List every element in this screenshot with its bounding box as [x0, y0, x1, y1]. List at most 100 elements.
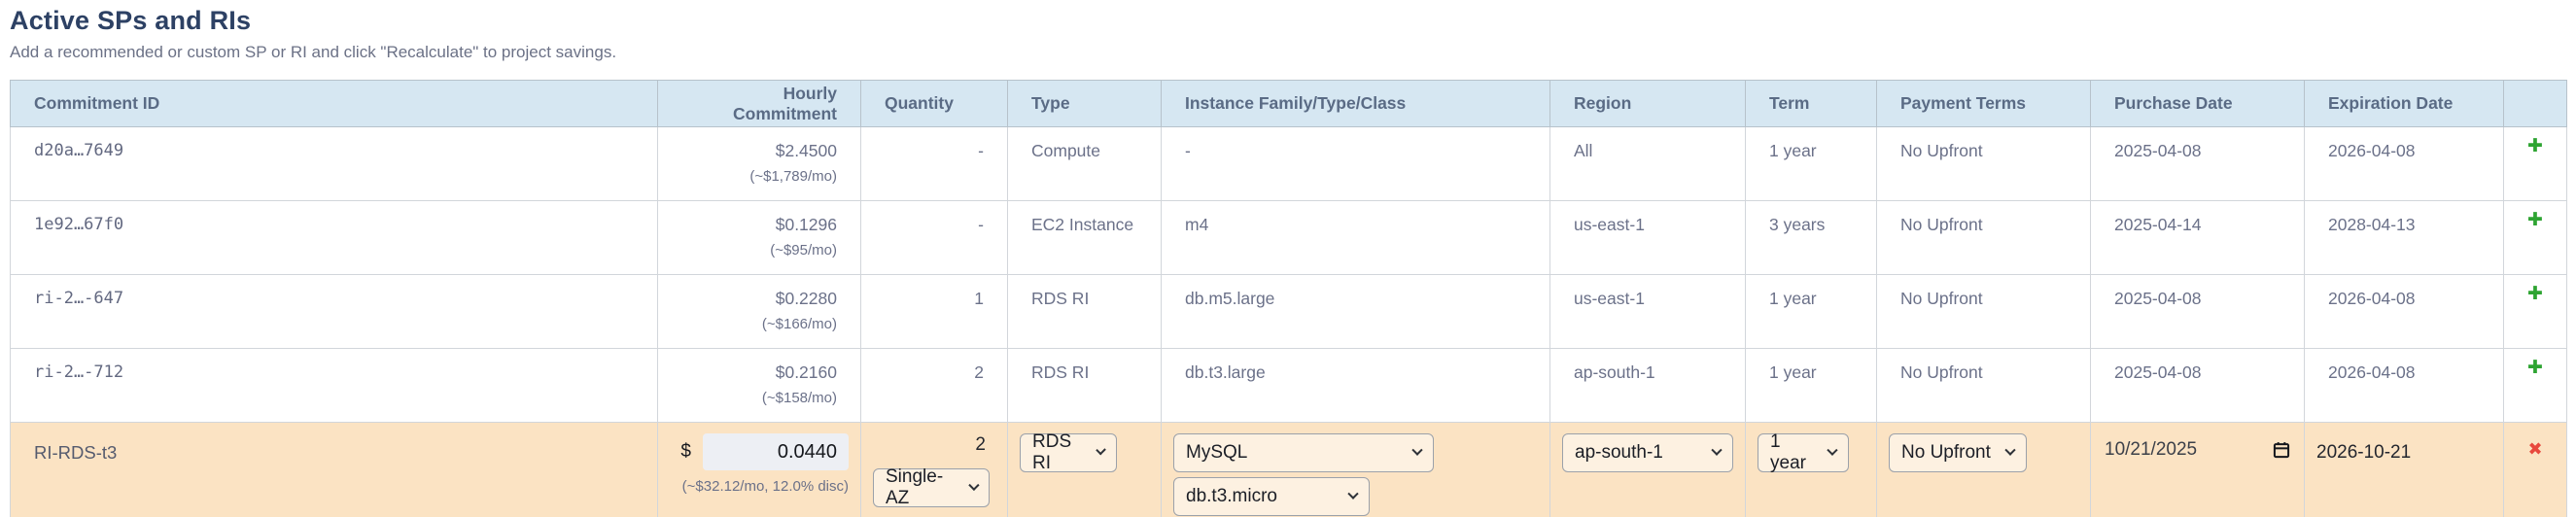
instance-edit-cell: MySQL db.t3.micro [1161, 422, 1550, 517]
instance-family-cell: db.t3.large [1161, 348, 1550, 423]
commitment-id-cell: d20a…7649 [10, 126, 658, 201]
purchase-date-cell: 2025-04-14 [2090, 200, 2305, 275]
hourly-commitment-edit-cell: $ (~$32.12/mo, 12.0% disc) [657, 422, 861, 517]
column-header-actions [2503, 80, 2567, 127]
chevron-down-icon [967, 479, 979, 491]
instance-type-select[interactable]: db.t3.micro [1173, 477, 1370, 516]
engine-select-value: MySQL [1186, 442, 1248, 463]
type-select-value: RDS RI [1032, 431, 1072, 473]
add-commitment-button[interactable]: ✚ [2527, 135, 2543, 156]
column-header-payment-terms: Payment Terms [1876, 80, 2091, 127]
hourly-rate-input[interactable] [703, 433, 849, 470]
type-cell: RDS RI [1007, 348, 1162, 423]
type-cell: Compute [1007, 126, 1162, 201]
region-select[interactable]: ap-south-1 [1562, 433, 1733, 472]
quantity-edit-cell: 2 Single-AZ [860, 422, 1008, 517]
instance-family-cell: m4 [1161, 200, 1550, 275]
quantity-cell: - [860, 126, 1008, 201]
add-commitment-button[interactable]: ✚ [2527, 209, 2543, 230]
quantity-input[interactable]: 2 [975, 434, 986, 455]
monthly-estimate: (~$166/mo) [761, 316, 837, 332]
term-cell: 1 year [1745, 274, 1877, 349]
hourly-commitment-cell: $0.1296 (~$95/mo) [657, 200, 861, 275]
column-header-type: Type [1007, 80, 1162, 127]
column-header-instance-family: Instance Family/Type/Class [1161, 80, 1550, 127]
expiration-date-cell: 2028-04-13 [2304, 200, 2504, 275]
page-title: Active SPs and RIs [10, 6, 252, 35]
payment-terms-cell: No Upfront [1876, 274, 2091, 349]
chevron-down-icon [1411, 444, 1423, 456]
term-select[interactable]: 1 year [1758, 431, 1849, 473]
payment-terms-select-value: No Upfront [1901, 442, 1991, 463]
hourly-commitment-cell: $2.4500 (~$1,789/mo) [657, 126, 861, 201]
calendar-icon [2272, 440, 2291, 460]
hourly-rate: $0.2160 [775, 362, 837, 382]
region-edit-cell: ap-south-1 [1549, 422, 1746, 517]
add-commitment-button[interactable]: ✚ [2527, 283, 2543, 304]
type-cell: EC2 Instance [1007, 200, 1162, 275]
chevron-down-icon [1095, 444, 1106, 456]
table-row: ri-2…-647 $0.2280 (~$166/mo) 1 RDS RI db… [10, 274, 2567, 349]
monthly-estimate: (~$32.12/mo, 12.0% disc) [681, 478, 849, 495]
table-header-row: Commitment ID Hourly Commitment Quantity… [10, 80, 2567, 127]
purchase-date-value: 10/21/2025 [2105, 439, 2198, 460]
type-cell: RDS RI [1007, 274, 1162, 349]
add-commitment-button[interactable]: ✚ [2527, 357, 2543, 378]
currency-symbol: $ [680, 441, 691, 462]
purchase-edit-cell: 10/21/2025 [2090, 422, 2305, 517]
chevron-down-icon [1827, 444, 1838, 456]
term-cell: 1 year [1745, 126, 1877, 201]
region-cell: us-east-1 [1549, 200, 1746, 275]
term-cell: 1 year [1745, 348, 1877, 423]
commitment-name-cell: RI-RDS-t3 [10, 422, 658, 517]
quantity-cell: - [860, 200, 1008, 275]
engine-select[interactable]: MySQL [1173, 433, 1434, 472]
expiration-date-cell: 2026-10-21 [2304, 422, 2504, 517]
payment-terms-cell: No Upfront [1876, 200, 2091, 275]
column-header-quantity: Quantity [860, 80, 1008, 127]
region-select-value: ap-south-1 [1575, 442, 1663, 463]
editable-commitment-row: RI-RDS-t3 $ (~$32.12/mo, 12.0% disc) 2 S… [10, 422, 2567, 517]
hourly-rate: $0.1296 [775, 215, 837, 234]
payment-terms-cell: No Upfront [1876, 348, 2091, 423]
expiration-date-cell: 2026-04-08 [2304, 348, 2504, 423]
payment-terms-cell: No Upfront [1876, 126, 2091, 201]
monthly-estimate: (~$1,789/mo) [749, 168, 837, 185]
instance-type-select-value: db.t3.micro [1186, 486, 1277, 506]
expiration-date-cell: 2026-04-08 [2304, 126, 2504, 201]
column-header-expiration-date: Expiration Date [2304, 80, 2504, 127]
column-header-commitment-id: Commitment ID [10, 80, 658, 127]
purchase-date-input[interactable]: 10/21/2025 [2103, 439, 2293, 461]
remove-commitment-button[interactable]: ✖ [2527, 439, 2543, 460]
commitment-id-cell: 1e92…67f0 [10, 200, 658, 275]
hourly-commitment-cell: $0.2280 (~$166/mo) [657, 274, 861, 349]
column-header-region: Region [1549, 80, 1746, 127]
commitment-id-cell: ri-2…-647 [10, 274, 658, 349]
table-row: 1e92…67f0 $0.1296 (~$95/mo) - EC2 Instan… [10, 200, 2567, 275]
table-row: ri-2…-712 $0.2160 (~$158/mo) 2 RDS RI db… [10, 348, 2567, 423]
quantity-cell: 2 [860, 348, 1008, 423]
payment-terms-select[interactable]: No Upfront [1889, 433, 2027, 472]
az-select[interactable]: Single-AZ [873, 466, 990, 508]
payment-edit-cell: No Upfront [1876, 422, 2091, 517]
term-select-value: 1 year [1770, 431, 1806, 473]
instance-family-cell: - [1161, 126, 1550, 201]
monthly-estimate: (~$95/mo) [770, 242, 837, 258]
purchase-date-cell: 2025-04-08 [2090, 126, 2305, 201]
chevron-down-icon [2004, 444, 2016, 456]
region-cell: us-east-1 [1549, 274, 1746, 349]
column-header-purchase-date: Purchase Date [2090, 80, 2305, 127]
hourly-rate: $0.2280 [775, 289, 837, 308]
type-select[interactable]: RDS RI [1020, 431, 1117, 473]
table-row: d20a…7649 $2.4500 (~$1,789/mo) - Compute… [10, 126, 2567, 201]
hourly-commitment-cell: $0.2160 (~$158/mo) [657, 348, 861, 423]
chevron-down-icon [1711, 444, 1723, 456]
active-commitments-table: Commitment ID Hourly Commitment Quantity… [10, 80, 2567, 517]
purchase-date-cell: 2025-04-08 [2090, 348, 2305, 423]
term-cell: 3 years [1745, 200, 1877, 275]
chevron-down-icon [1347, 488, 1359, 500]
type-edit-cell: RDS RI [1007, 422, 1162, 517]
quantity-cell: 1 [860, 274, 1008, 349]
page-subtitle: Add a recommended or custom SP or RI and… [10, 43, 617, 61]
